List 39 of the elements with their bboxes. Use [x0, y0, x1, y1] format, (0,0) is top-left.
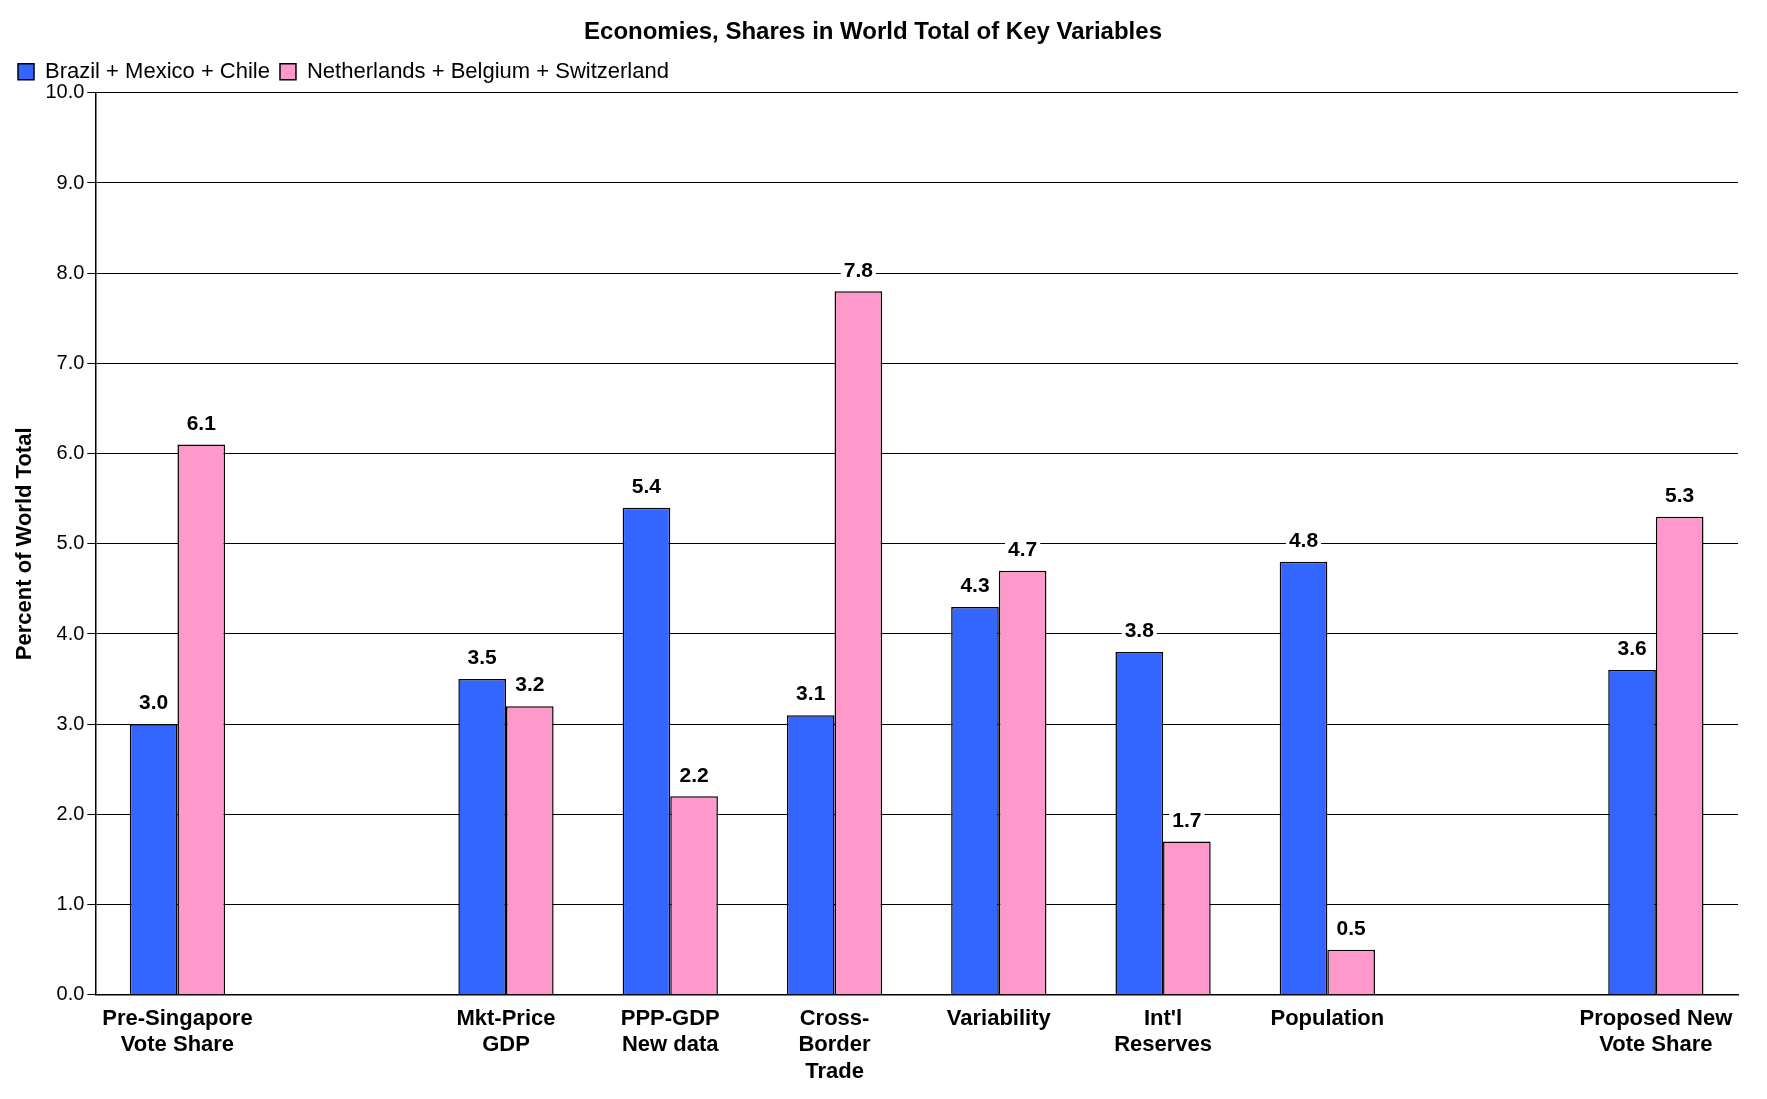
- y-tick-label: 1.0: [56, 892, 85, 915]
- data-label: 1.7: [1172, 807, 1202, 831]
- y-tick-label: 4.0: [56, 621, 85, 644]
- x-tick-label: Pre-Singapore Vote Share: [102, 1005, 253, 1057]
- y-tick-label: 3.0: [56, 711, 85, 734]
- x-tick-label: PPP-GDP New data: [620, 1005, 720, 1057]
- data-label: 5.3: [1665, 483, 1695, 507]
- data-label: 3.1: [796, 681, 826, 705]
- x-tick-label: Mkt-Price GDP: [456, 1005, 556, 1057]
- y-tick-label: 7.0: [56, 350, 85, 373]
- y-tick-label: 6.0: [56, 441, 85, 464]
- y-tick-label: 9.0: [56, 170, 85, 193]
- x-tick-label: Int'l Reserves: [1114, 1005, 1212, 1057]
- x-tick-label: Proposed New Vote Share: [1579, 1005, 1734, 1057]
- y-tick-label: 5.0: [56, 531, 85, 554]
- data-label: 7.8: [843, 257, 874, 281]
- y-tick-label: 10.0: [45, 80, 85, 103]
- y-tick-label: 2.0: [56, 801, 85, 824]
- data-label: 0.5: [1336, 916, 1367, 939]
- x-tick-label: Cross- Border Trade: [798, 1005, 872, 1083]
- data-label: 2.2: [679, 762, 709, 786]
- legend-label: Netherlands + Belgium + Switzerland: [306, 57, 669, 83]
- legend-label: Brazil + Mexico + Chile: [45, 57, 270, 83]
- x-tick-label: Variability: [946, 1005, 1052, 1031]
- y-axis-title: Percent of World Total: [11, 427, 37, 661]
- data-label: 3.6: [1617, 636, 1647, 660]
- data-label: 4.3: [960, 573, 990, 597]
- y-tick-label: 8.0: [56, 260, 85, 283]
- data-label: 3.2: [515, 672, 545, 696]
- y-tick-label: 0.0: [56, 982, 85, 1005]
- x-tick-label: Population: [1270, 1005, 1385, 1031]
- data-label: 4.7: [1008, 537, 1038, 561]
- data-label: 3.8: [1124, 618, 1155, 642]
- data-label: 6.1: [186, 410, 217, 434]
- data-label: 4.8: [1288, 528, 1319, 552]
- data-label: 3.5: [467, 645, 498, 669]
- data-label: 3.0: [139, 690, 169, 714]
- data-label: 5.4: [631, 474, 662, 498]
- chart-title: Economies, Shares in World Total of Key Variables: [584, 17, 1162, 45]
